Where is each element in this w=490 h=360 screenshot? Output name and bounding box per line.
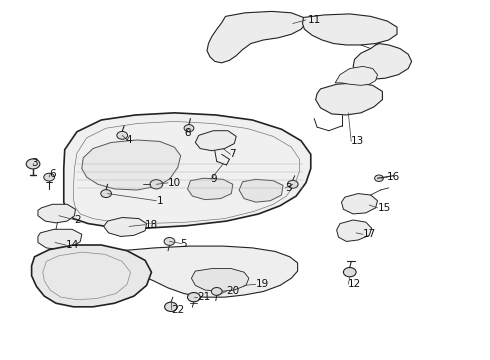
Text: 4: 4	[125, 135, 132, 145]
Text: 3: 3	[31, 158, 38, 168]
Text: 15: 15	[377, 203, 391, 213]
Circle shape	[117, 131, 127, 139]
Polygon shape	[196, 131, 236, 151]
Text: 5: 5	[181, 239, 187, 249]
Text: 8: 8	[184, 128, 191, 138]
Circle shape	[101, 190, 112, 198]
Text: 7: 7	[229, 149, 236, 159]
Text: 13: 13	[351, 136, 365, 147]
Polygon shape	[192, 269, 249, 292]
Polygon shape	[104, 217, 147, 237]
Text: 19: 19	[256, 279, 269, 289]
Circle shape	[44, 173, 54, 181]
Text: 17: 17	[363, 229, 376, 239]
Polygon shape	[239, 179, 283, 202]
Circle shape	[184, 125, 194, 132]
Polygon shape	[302, 14, 397, 45]
Polygon shape	[64, 113, 311, 228]
Circle shape	[164, 238, 175, 246]
Text: 20: 20	[226, 287, 240, 296]
Circle shape	[150, 180, 163, 189]
Polygon shape	[82, 140, 181, 190]
Polygon shape	[38, 204, 75, 223]
Polygon shape	[207, 12, 306, 63]
Text: 3: 3	[285, 183, 292, 193]
Polygon shape	[31, 245, 151, 307]
Circle shape	[165, 302, 177, 311]
Polygon shape	[342, 194, 377, 214]
Text: 18: 18	[145, 220, 158, 230]
Circle shape	[374, 175, 383, 181]
Circle shape	[211, 288, 222, 296]
Circle shape	[188, 293, 200, 302]
Text: 10: 10	[168, 178, 181, 188]
Text: 14: 14	[66, 240, 79, 250]
Circle shape	[343, 267, 356, 277]
Text: 12: 12	[348, 279, 362, 289]
Text: 21: 21	[197, 292, 211, 302]
Polygon shape	[316, 83, 382, 115]
Polygon shape	[337, 220, 372, 242]
Polygon shape	[188, 178, 233, 200]
Polygon shape	[335, 66, 377, 85]
Text: 2: 2	[74, 215, 81, 225]
Circle shape	[288, 180, 298, 188]
Polygon shape	[38, 229, 82, 249]
Text: 22: 22	[171, 305, 184, 315]
Text: 11: 11	[307, 15, 320, 25]
Text: 1: 1	[156, 196, 163, 206]
Polygon shape	[97, 246, 297, 297]
Text: 9: 9	[210, 174, 217, 184]
Text: 6: 6	[49, 169, 56, 179]
Text: 16: 16	[387, 172, 400, 182]
Circle shape	[26, 159, 40, 169]
Polygon shape	[353, 44, 412, 79]
